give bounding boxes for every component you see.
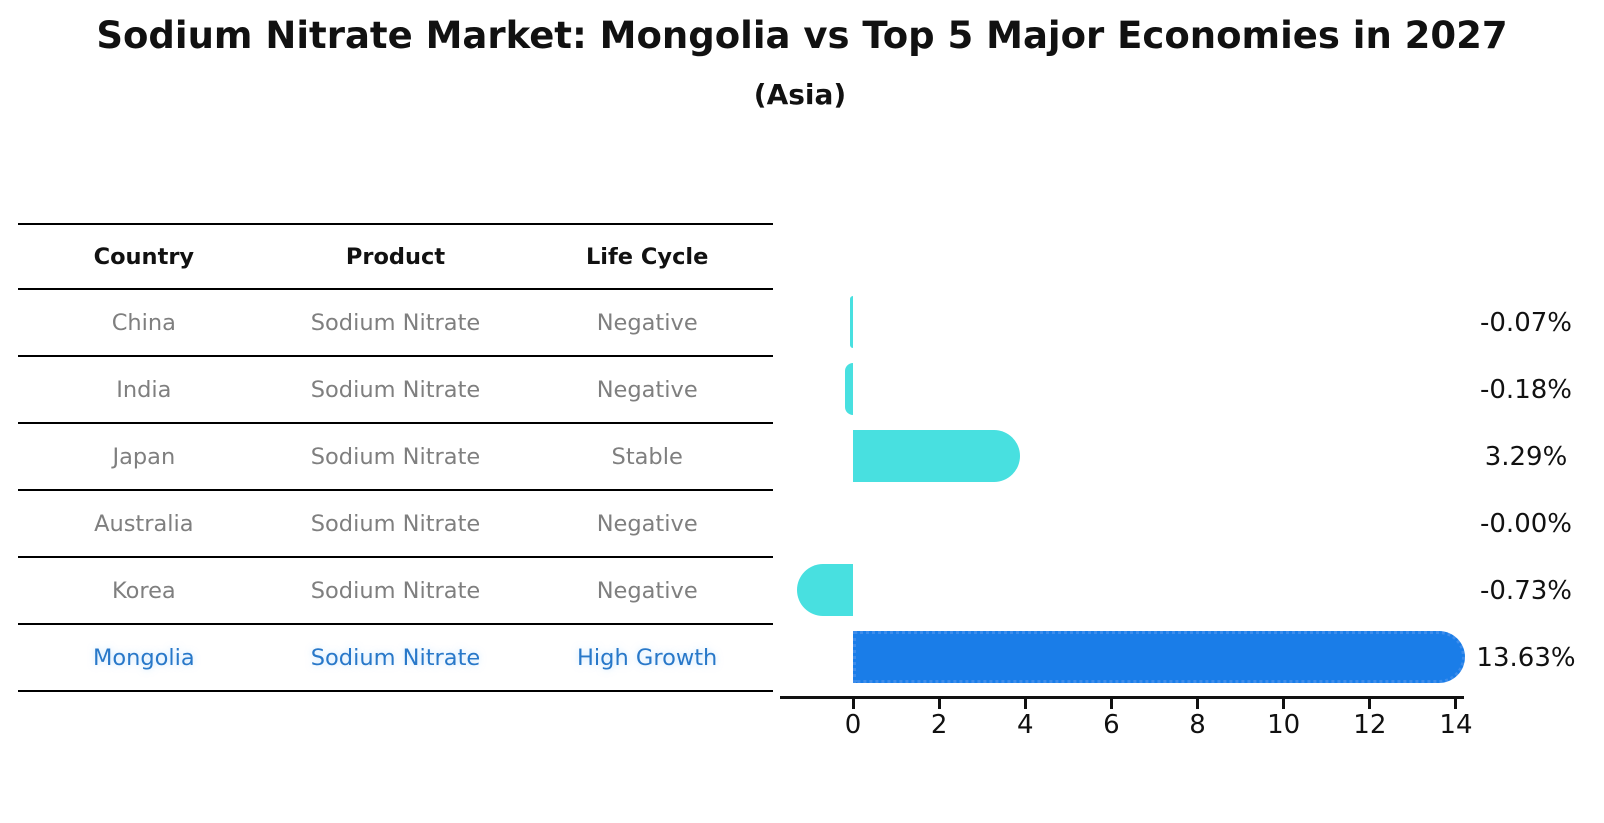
table-cell-country: Australia [94,510,194,537]
x-tick-12 [1368,699,1372,709]
table-header-life-cycle: Life Cycle [585,243,709,270]
value-label-china: -0.07% [1480,308,1572,338]
x-tick-label-12: 12 [1353,710,1387,740]
table-cell-product: Sodium Nitrate [310,443,481,470]
table-row: India Sodium Nitrate Negative [18,355,773,422]
table-cell-country: Japan [112,443,176,470]
table-cell-product: Sodium Nitrate [310,510,481,537]
table-row: Mongolia Sodium Nitrate High Growth [18,623,773,690]
table-cell-country: India [116,376,172,403]
bar-india [845,363,853,415]
table-cell-country: Mongolia [92,644,195,671]
bar-korea [796,564,853,616]
x-tick-6 [1109,699,1113,709]
table-cell-life-cycle: Negative [596,510,698,537]
x-tick-14 [1454,699,1458,709]
x-tick-label-4: 4 [1016,710,1034,740]
x-tick-label-0: 0 [844,710,862,740]
table-cell-product: Sodium Nitrate [310,577,481,604]
x-tick-label-8: 8 [1189,710,1206,740]
x-tick-label-10: 10 [1267,710,1301,740]
value-label-india: -0.18% [1480,375,1572,405]
table-header-product: Product [345,243,446,270]
table-header-row: Country Product Life Cycle [18,223,773,288]
bar-china [849,296,853,348]
x-tick-0 [851,699,855,709]
summary-table: Country Product Life Cycle China Sodium Nitr… [18,223,773,692]
x-tick-4 [1023,699,1027,709]
x-tick-label-6: 6 [1103,710,1120,740]
table-row: Japan Sodium Nitrate Stable [18,422,773,489]
x-tick-2 [937,699,941,709]
x-tick-label-14: 14 [1439,710,1473,740]
chart-subtitle: (Asia) [753,78,847,111]
x-axis-line [780,696,1464,699]
table-row: Korea Sodium Nitrate Negative [18,556,773,623]
table-row: Australia Sodium Nitrate Negative [18,489,773,556]
table-cell-product: Sodium Nitrate [310,309,481,336]
bar-japan [853,430,1020,482]
value-label-mongolia: 13.63% [1476,643,1576,673]
table-cell-life-cycle: Stable [611,443,683,470]
table-cell-life-cycle: Negative [596,309,698,336]
x-tick-label-2: 2 [930,710,948,740]
table-row: China Sodium Nitrate Negative [18,288,773,355]
value-label-australia: -0.00% [1480,509,1572,539]
table-cell-life-cycle: Negative [596,376,698,403]
table-cell-country: Korea [111,577,176,604]
table-cell-product: Sodium Nitrate [310,376,481,403]
value-label-korea: -0.73% [1480,576,1572,606]
bar-mongolia [853,631,1466,683]
table-cell-life-cycle: Negative [596,577,698,604]
chart-title: Sodium Nitrate Market: Mongolia vs Top 5… [96,14,1508,57]
table-cell-country: China [111,309,176,336]
table-cell-life-cycle: High Growth [577,644,718,671]
value-label-japan: 3.29% [1484,442,1568,472]
x-tick-10 [1282,699,1286,709]
table-cell-product: Sodium Nitrate [310,644,481,671]
table-header-country: Country [93,243,195,270]
x-tick-8 [1196,699,1200,709]
